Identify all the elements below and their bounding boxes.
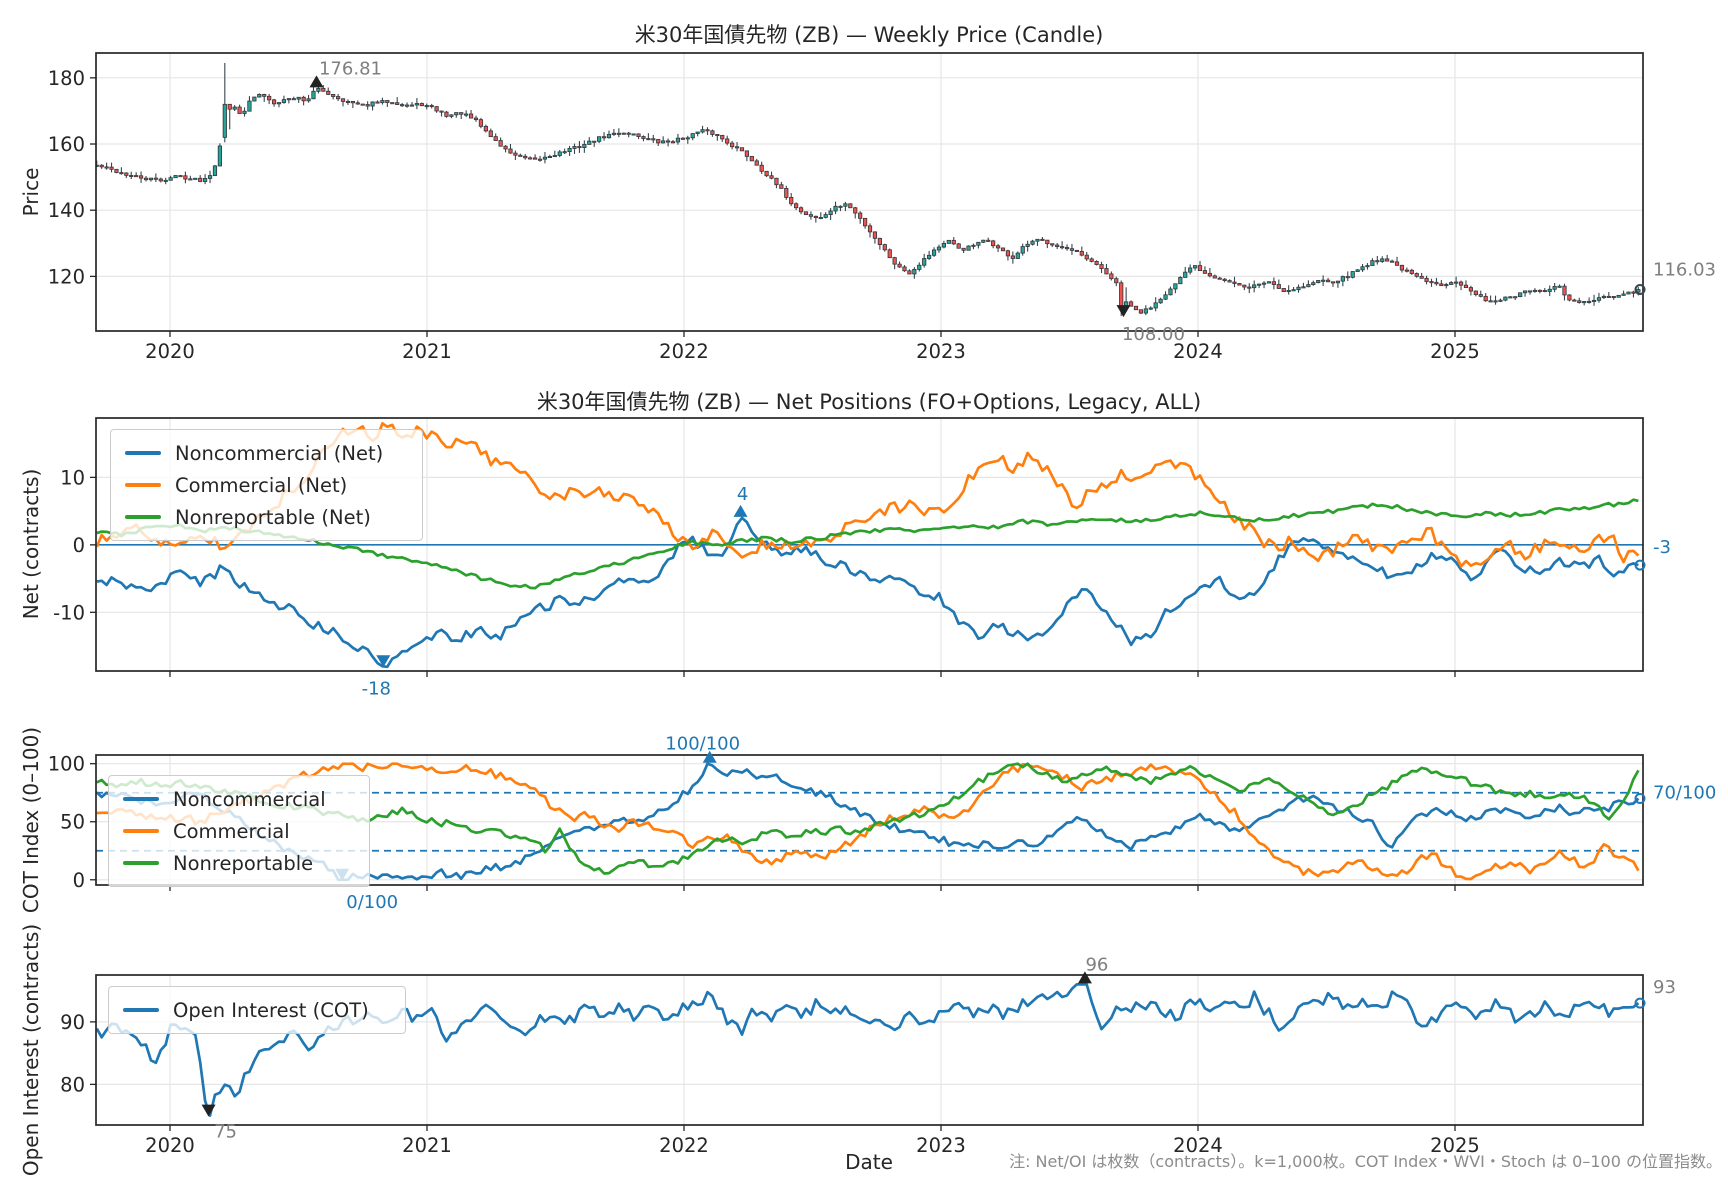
legend-panel-2: Noncommercial (Net) Commercial (Net) Nonre… (110, 429, 423, 541)
annotation-176-81: 176.81 (319, 58, 382, 79)
y-tick-label: 0 (73, 534, 85, 557)
annotation-70-100: 70/100 (1653, 783, 1716, 804)
annotation-marker-down (1116, 305, 1131, 318)
price-chart-title: 米30年国債先物 (ZB) — Weekly Price (Candle) (634, 23, 1104, 47)
series-commercial-line (96, 762, 1640, 881)
legend-item-nonreportable-net: Nonreportable (Net) (125, 501, 408, 533)
legend-item-commercial: Commercial (123, 815, 355, 847)
annotation-marker-up (702, 750, 717, 763)
legend-label: Nonreportable (173, 851, 314, 875)
legend-label: Commercial (Net) (175, 473, 348, 497)
date-axis-label: Date (845, 1150, 893, 1174)
legend-label: Nonreportable (Net) (175, 505, 371, 529)
legend-label: Noncommercial (173, 787, 326, 811)
y-tick-label: 180 (48, 67, 85, 90)
y-tick-label: 90 (60, 1011, 85, 1034)
y-tick-label: 50 (60, 811, 85, 834)
x-tick-label: 2022 (659, 1134, 709, 1157)
y-tick-label: 0 (73, 869, 85, 892)
y-tick-label: 80 (60, 1073, 85, 1096)
y-tick-label: 140 (48, 199, 85, 222)
x-tick-label: 2021 (402, 1134, 452, 1157)
legend-item-noncommercial: Noncommercial (123, 783, 355, 815)
y-tick-label: 10 (60, 466, 85, 489)
annotation-marker-up (1077, 971, 1092, 984)
legend-label: Commercial (173, 819, 290, 843)
cot-index-axis-label: COT Index (0–100) (19, 726, 43, 914)
last-point-marker (1634, 284, 1646, 296)
legend-line-swatch (123, 797, 159, 801)
x-tick-label: 2024 (1173, 1134, 1223, 1157)
legend-item-nonreportable: Nonreportable (123, 847, 355, 879)
annotation-marker-up (733, 504, 748, 517)
annotation-93: 93 (1653, 977, 1676, 998)
annotation-96: 96 (1085, 954, 1108, 975)
x-tick-label: 2025 (1430, 1134, 1480, 1157)
x-tick-label: 2020 (145, 1134, 195, 1157)
annotation-marker-down (201, 1104, 216, 1117)
x-tick-label: 2023 (916, 1134, 966, 1157)
annotation-108-00: 108.00 (1122, 324, 1185, 345)
candlestick-series (96, 62, 1641, 317)
x-tick-label: 2020 (145, 340, 195, 363)
x-tick-label: 2023 (916, 340, 966, 363)
panel-border (95, 52, 1644, 332)
series-noncommercial-net-line (96, 516, 1639, 669)
legend-panel-3: Noncommercial Commercial Nonreportable (108, 775, 370, 887)
annotation--3: -3 (1653, 537, 1671, 558)
legend-line-swatch (125, 515, 161, 519)
series-nonreportable-net-line (96, 498, 1639, 590)
open-interest-axis-label: Open Interest (contracts) (19, 923, 43, 1177)
legend-item-open-interest-cot: Open Interest (COT) (123, 994, 391, 1026)
y-tick-label: -10 (53, 601, 85, 624)
footnote: 注: Net/OI は枚数（contracts）。k=1,000枚。COT In… (1009, 1152, 1722, 1171)
legend-label: Noncommercial (Net) (175, 441, 384, 465)
annotation-100-100: 100/100 (665, 734, 740, 755)
annotation-4: 4 (737, 484, 748, 505)
legend-label: Open Interest (COT) (173, 998, 369, 1022)
legend-item-commercial-net: Commercial (Net) (125, 469, 408, 501)
x-tick-label: 2024 (1173, 340, 1223, 363)
legend-line-swatch (123, 829, 159, 833)
annotation-116-03: 116.03 (1653, 260, 1716, 281)
x-tick-label: 2022 (659, 340, 709, 363)
panel-border (95, 754, 1644, 886)
last-point-marker (1634, 559, 1646, 571)
annotation-0-100: 0/100 (346, 892, 398, 913)
annotation-marker-down (376, 655, 391, 668)
annotation-75: 75 (214, 1122, 237, 1143)
legend-line-swatch (125, 483, 161, 487)
last-point-marker (1634, 793, 1646, 805)
panel-border (95, 974, 1644, 1126)
legend-line-swatch (123, 861, 159, 865)
x-tick-label: 2025 (1430, 340, 1480, 363)
net-positions-chart-title: 米30年国債先物 (ZB) — Net Positions (FO+Option… (536, 390, 1202, 414)
legend-line-swatch (125, 451, 161, 455)
y-tick-label: 100 (48, 753, 85, 776)
legend-panel-4: Open Interest (COT) (108, 986, 406, 1034)
legend-item-noncommercial-net: Noncommercial (Net) (125, 437, 408, 469)
annotation--18: -18 (362, 678, 391, 699)
price-axis-label: Price (19, 167, 43, 217)
y-tick-label: 160 (48, 133, 85, 156)
x-tick-label: 2021 (402, 340, 452, 363)
y-tick-label: 120 (48, 265, 85, 288)
net-axis-label: Net (contracts) (19, 468, 43, 620)
last-point-marker (1634, 997, 1646, 1009)
legend-line-swatch (123, 1008, 159, 1012)
annotation-marker-up (309, 75, 324, 88)
